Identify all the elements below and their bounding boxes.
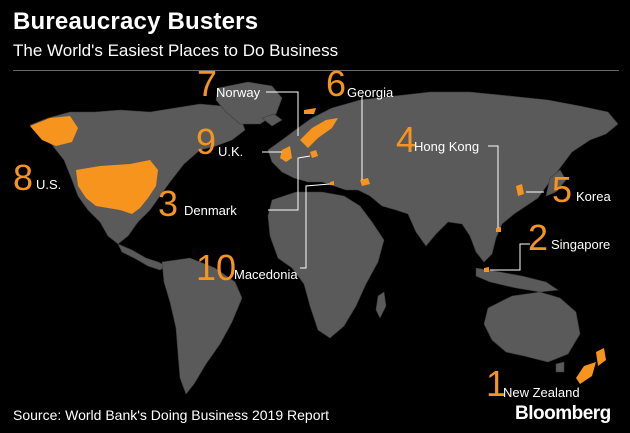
rank-number: 1: [486, 363, 507, 404]
iceland-landmass: [261, 113, 283, 127]
africa-landmass: [267, 191, 385, 339]
leader-norway: [266, 91, 299, 136]
rank-number: 6: [326, 63, 347, 104]
rank-number: 5: [552, 169, 573, 210]
new-zealand-north-highlight: [596, 348, 606, 366]
korea-highlight: [516, 184, 524, 196]
us-highlight: [76, 160, 158, 214]
singapore-highlight: [484, 267, 489, 272]
rank-number: 7: [197, 63, 218, 104]
source-note: Source: World Bank's Doing Business 2019…: [13, 407, 330, 423]
australia-landmass: [483, 291, 581, 363]
country-label-denmark: Denmark: [184, 203, 237, 218]
chart-subtitle: The World's Easiest Places to Do Busines…: [13, 41, 339, 60]
leader-denmark: [268, 155, 311, 211]
header-divider: [13, 70, 619, 71]
country-label-us: U.S.: [36, 177, 62, 192]
country-label-hong-kong: Hong Kong: [414, 139, 480, 154]
japan-landmass: [545, 169, 567, 197]
leader-hong-kong: [488, 145, 499, 228]
new-zealand-south-highlight: [576, 362, 596, 384]
leader-singapore: [490, 243, 530, 271]
country-label-uk: U.K.: [218, 144, 244, 159]
south-america-landmass: [161, 257, 243, 395]
denmark-highlight: [310, 150, 318, 158]
hong-kong-highlight: [496, 227, 501, 232]
rank-number: 10: [196, 247, 237, 288]
rank-number: 4: [396, 119, 417, 160]
uk-highlight: [280, 146, 292, 162]
rank-number: 3: [158, 183, 179, 224]
bloomberg-logo: Bloomberg: [515, 403, 611, 424]
rank-number: 2: [528, 217, 549, 258]
leader-macedonia: [300, 183, 331, 269]
chart-title: Bureaucracy Busters: [13, 8, 259, 35]
alaska-highlight: [30, 116, 78, 146]
madagascar-landmass: [375, 291, 387, 319]
rank-number: 9: [196, 121, 217, 162]
central-america-landmass: [117, 243, 167, 271]
country-label-macedonia: Macedonia: [234, 267, 298, 282]
tasmania-landmass: [555, 361, 565, 373]
country-label-georgia: Georgia: [347, 85, 394, 100]
country-label-new-zealand: New Zealand: [503, 385, 580, 400]
country-label-singapore: Singapore: [551, 237, 611, 252]
macedonia-highlight: [330, 181, 334, 185]
norway-svalbard-highlight: [304, 108, 316, 114]
country-label-norway: Norway: [216, 85, 261, 100]
rank-number: 8: [13, 157, 34, 198]
indonesia-landmass: [475, 267, 559, 293]
norway-highlight: [300, 118, 338, 148]
country-label-korea: Korea: [576, 189, 611, 204]
